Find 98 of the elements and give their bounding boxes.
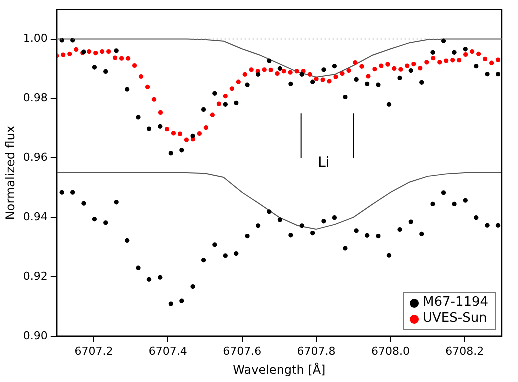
point	[332, 216, 338, 220]
point	[125, 238, 130, 244]
point	[354, 77, 359, 82]
point	[180, 148, 184, 153]
point	[158, 124, 163, 129]
point	[234, 252, 239, 256]
point	[92, 217, 98, 222]
point	[376, 234, 381, 239]
point	[452, 50, 457, 55]
x-tick-label: 6707.4	[148, 344, 188, 358]
point	[104, 220, 108, 226]
point	[474, 216, 479, 220]
y-tick-label: 0.92	[23, 270, 48, 283]
point	[332, 64, 338, 69]
point	[485, 223, 490, 228]
point	[310, 231, 316, 236]
x-tick-label: 6707.2	[74, 344, 114, 358]
point	[136, 266, 141, 270]
point	[125, 87, 130, 92]
x-tick-label: 6708.0	[371, 344, 410, 358]
point	[310, 80, 316, 84]
point	[168, 302, 174, 306]
point	[223, 102, 228, 107]
point	[463, 47, 468, 52]
point	[386, 253, 392, 258]
point	[201, 107, 206, 112]
point	[496, 223, 501, 228]
point	[60, 190, 64, 195]
y-tick-label: 1.00	[23, 32, 48, 46]
point	[322, 68, 326, 72]
point	[92, 65, 98, 70]
point	[474, 64, 479, 69]
point	[398, 76, 402, 81]
point	[420, 232, 424, 236]
point	[343, 94, 348, 100]
point	[146, 277, 152, 282]
point	[463, 198, 468, 203]
point	[245, 234, 250, 239]
point	[256, 224, 261, 228]
point	[441, 190, 446, 196]
x-tick-label: 6707.6	[223, 344, 262, 358]
x-tick-label: 6707.8	[297, 344, 336, 358]
point	[70, 38, 76, 43]
point	[420, 80, 424, 85]
point	[158, 275, 163, 280]
point	[267, 210, 272, 214]
point	[300, 72, 304, 77]
point	[278, 66, 282, 72]
point	[70, 190, 76, 195]
y-tick-label: 0.90	[23, 329, 48, 342]
y-tick-label: 0.94	[23, 210, 48, 224]
point	[496, 72, 501, 77]
point	[60, 38, 64, 43]
x-axis-title: Wavelength [Å]	[233, 362, 326, 377]
point	[180, 298, 184, 304]
point	[322, 219, 326, 224]
point	[82, 201, 86, 206]
point	[267, 58, 272, 64]
point	[288, 82, 294, 86]
point	[452, 202, 457, 206]
point	[343, 246, 348, 251]
point	[430, 202, 436, 206]
point	[212, 242, 218, 248]
point	[288, 233, 294, 238]
point	[365, 82, 370, 86]
y-axis-title: Normalized flux	[3, 126, 18, 220]
x-tick-label: 6708.2	[446, 344, 484, 358]
y-tick-label: 0.98	[23, 92, 48, 105]
point	[104, 69, 108, 74]
point	[114, 48, 119, 54]
point	[136, 115, 141, 120]
point	[168, 151, 174, 156]
legend-label: UVES-Sun	[423, 311, 488, 328]
legend-label: M67-1194	[423, 295, 489, 312]
point	[398, 227, 402, 232]
point	[376, 82, 381, 88]
point	[386, 102, 392, 107]
point	[212, 91, 218, 96]
point	[485, 72, 490, 77]
point	[430, 50, 436, 55]
point	[256, 72, 261, 77]
point	[300, 224, 304, 228]
point	[201, 258, 206, 263]
point	[146, 126, 152, 132]
point	[190, 134, 196, 138]
annotation: Li	[318, 154, 330, 171]
point	[234, 100, 239, 106]
point	[365, 233, 370, 238]
point	[245, 82, 250, 88]
point	[408, 68, 414, 74]
point	[354, 228, 359, 234]
point	[441, 38, 446, 44]
point	[190, 284, 196, 290]
y-tick-label: 0.96	[23, 151, 48, 164]
point	[223, 254, 228, 258]
point	[278, 218, 282, 222]
point	[408, 220, 414, 224]
point	[114, 200, 119, 205]
